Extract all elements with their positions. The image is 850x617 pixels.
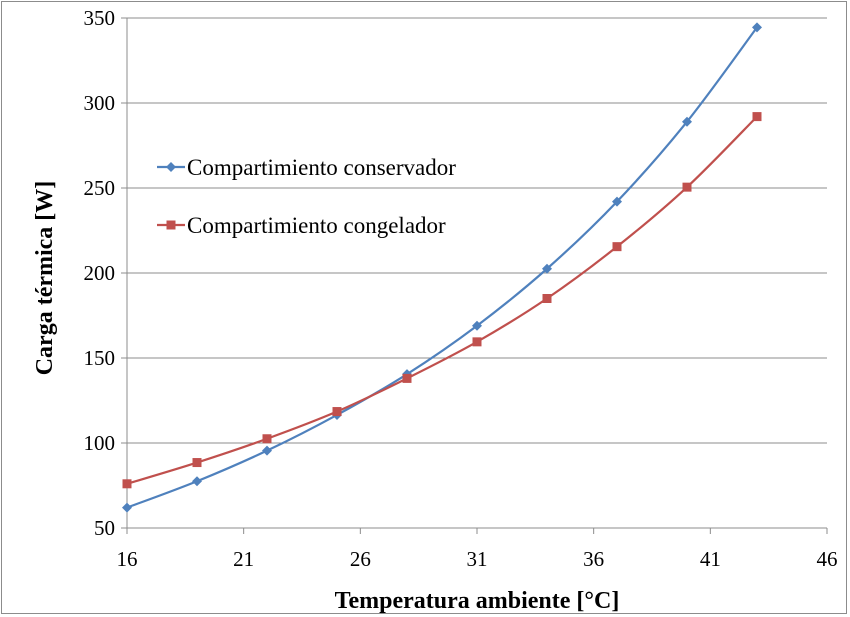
y-tick-label: 150	[84, 346, 116, 370]
y-tick-label: 50	[94, 516, 115, 540]
data-point	[262, 445, 272, 456]
legend-label: Compartimiento congelador	[187, 213, 446, 238]
data-point	[262, 434, 272, 444]
x-tick-label: 41	[700, 547, 721, 571]
y-tick-labels: 50 100 150 200 250 300 350	[84, 6, 116, 540]
legend-item-1: Compartimiento conservador	[157, 155, 456, 180]
data-point	[612, 196, 622, 207]
series-line	[126, 115, 758, 485]
data-point	[752, 22, 762, 33]
y-tick-label: 250	[84, 176, 116, 200]
y-tick-label: 200	[84, 261, 116, 285]
data-point	[192, 476, 202, 487]
x-tick-label: 16	[117, 547, 138, 571]
grid-lines	[127, 17, 827, 444]
data-point	[682, 116, 692, 127]
data-point	[542, 294, 552, 303]
data-point	[332, 407, 342, 417]
data-point	[472, 320, 482, 331]
data-point	[122, 502, 132, 513]
x-tick-label: 31	[467, 547, 488, 571]
axes	[121, 17, 828, 534]
y-tick-label: 350	[84, 6, 116, 30]
series-2	[122, 112, 762, 489]
x-tick-label: 21	[233, 547, 254, 571]
legend-item-2: Compartimiento congelador	[157, 213, 446, 238]
data-point	[472, 337, 482, 347]
x-tick-label: 26	[350, 547, 371, 571]
y-tick-label: 100	[84, 431, 116, 455]
legend-label: Compartimiento conservador	[187, 155, 456, 180]
y-axis-title: Carga térmica [W]	[32, 181, 58, 376]
x-tick-label: 46	[817, 547, 838, 571]
data-point	[752, 112, 762, 122]
y-tick-label: 300	[84, 91, 116, 115]
data-point	[402, 373, 412, 383]
data-point	[542, 263, 552, 274]
x-tick-labels: 16 21 26 31 36 41 46	[117, 547, 838, 571]
series-group	[122, 22, 762, 513]
data-point	[682, 182, 692, 192]
data-point	[612, 242, 622, 252]
legend-marker	[166, 220, 176, 230]
x-tick-label: 36	[583, 547, 604, 571]
legend: Compartimiento conservador Compartimiento…	[157, 155, 456, 238]
x-axis-title: Temperatura ambiente [°C]	[335, 588, 620, 614]
legend-marker	[166, 162, 176, 172]
series-line	[126, 26, 758, 509]
series-1	[122, 22, 762, 513]
data-point	[122, 479, 132, 489]
data-point	[192, 458, 202, 468]
